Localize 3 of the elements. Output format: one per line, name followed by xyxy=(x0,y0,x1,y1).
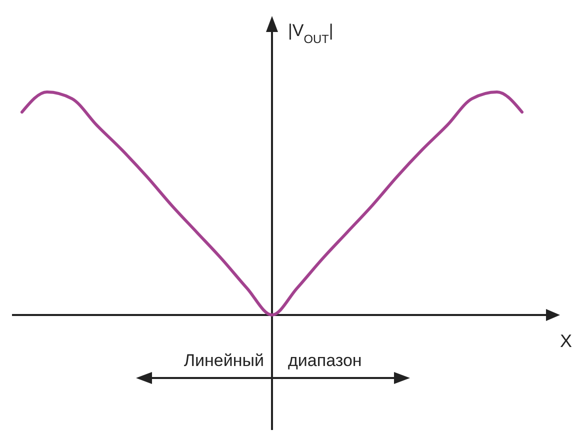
text: Линейный диапазон xyxy=(184,351,362,370)
y-axis-title: |V$_{OUT}$| xyxy=(288,21,334,46)
x-axis-title: X xyxy=(560,331,572,351)
